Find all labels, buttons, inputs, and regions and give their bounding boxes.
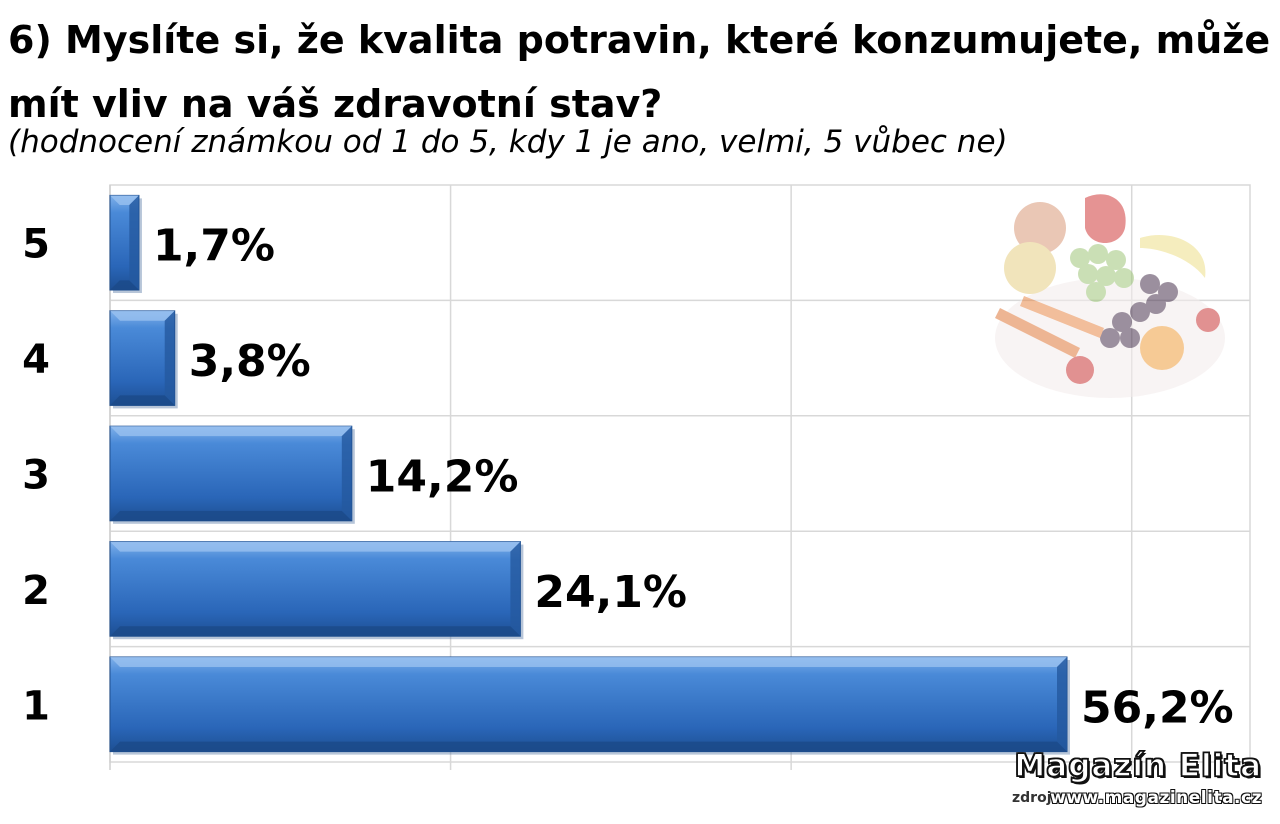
category-label: 5	[22, 222, 50, 268]
bar-5	[109, 194, 142, 294]
bar-bevel-right	[129, 195, 139, 291]
value-label: 56,2%	[1081, 682, 1234, 733]
bar-bevel-right	[341, 426, 352, 521]
category-label: 4	[22, 337, 50, 383]
bar-bevel-right	[164, 310, 175, 406]
bar-bevel-bottom	[110, 280, 139, 291]
chart-labels: 5 1,7% 4 3,8% 3 14,2% 2 24,1% 1 56,2%	[22, 221, 1234, 734]
category-label: 2	[22, 568, 50, 614]
bar-4	[109, 310, 178, 409]
value-label: 14,2%	[366, 452, 519, 503]
logo-title: Magazín Elita	[1014, 747, 1262, 785]
bar-bevel-bottom	[110, 741, 1067, 752]
logo-source-text: zdroj	[1012, 790, 1052, 806]
bar-bevel-top	[110, 310, 175, 321]
bar-bevel-right	[1057, 656, 1067, 752]
bar-bevel-bottom	[110, 626, 521, 637]
bar-bevel-top	[110, 541, 521, 552]
bar-body	[109, 656, 1068, 753]
bar-body	[109, 541, 521, 637]
magazin-elita-logo: zdroj Magazín Elita www.magazinelita.cz	[1010, 747, 1276, 820]
fruit-vegetables-image	[990, 188, 1230, 408]
value-label: 3,8%	[189, 336, 311, 387]
bar-1	[109, 656, 1070, 755]
chart-title: 6) Myslíte si, že kvalita potravin, kter…	[8, 18, 1271, 126]
bar-bevel-top	[110, 656, 1067, 667]
category-label: 1	[22, 683, 50, 729]
bar-bevel-bottom	[110, 510, 352, 521]
value-label: 1,7%	[153, 221, 275, 272]
bar-bevel-bottom	[110, 395, 175, 406]
value-label: 24,1%	[534, 567, 687, 618]
bar-2	[109, 541, 524, 640]
bar-bevel-right	[510, 541, 521, 637]
bar-bevel-top	[110, 426, 352, 437]
chart-bars	[109, 194, 1070, 755]
category-label: 3	[22, 453, 50, 499]
bar-body	[109, 310, 176, 406]
chart-subtitle: (hodnocení známkou od 1 do 5, kdy 1 je a…	[8, 124, 1008, 160]
bar-body	[109, 425, 353, 522]
bar-3	[109, 425, 355, 524]
logo-url: www.magazinelita.cz	[1050, 788, 1262, 808]
